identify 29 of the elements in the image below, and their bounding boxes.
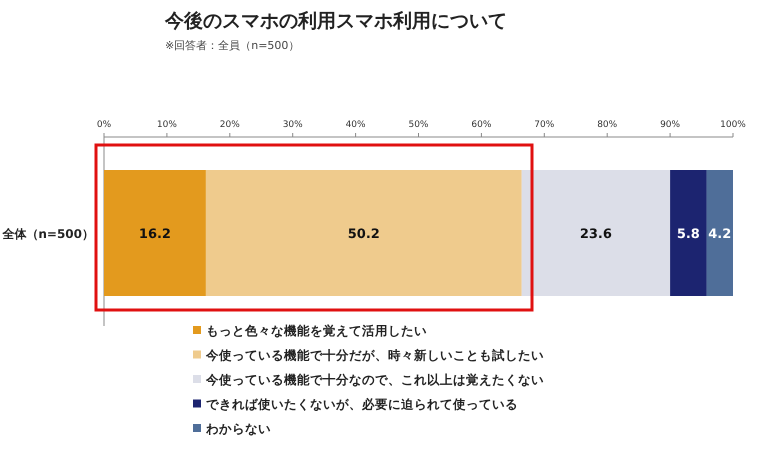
legend-label: わからない [205,421,271,436]
legend-label: 今使っている機能で十分だが、時々新しいことも試したい [205,348,544,362]
bar [706,170,733,296]
data-label: 4.2 [708,227,732,242]
x-tick-label: 70% [534,120,555,130]
x-tick-label: 10% [156,120,178,130]
bar [522,170,670,296]
y-tick-label: 全体（n=500） [1,227,94,241]
chart-title: 今後のスマホの利用スマホ利用について [164,10,507,32]
x-tick-label: 100% [720,120,746,130]
x-tick-label: 20% [220,120,240,130]
legend-label: もっと色々な機能を覚えて活用したい [206,323,427,338]
legend-label: 今使っている機能で十分なので、これ以上は覚えたくない [205,372,544,387]
data-label: 5.8 [676,227,700,242]
bar [670,170,707,296]
x-tick-label: 60% [471,120,492,130]
data-label: 23.6 [580,227,612,242]
x-tick-label: 30% [282,120,304,130]
x-tick-label: 40% [346,120,366,130]
x-tick-label: 0% [96,120,112,130]
data-label: 50.2 [348,227,380,242]
x-tick-label: 90% [660,120,681,130]
x-tick-label: 80% [597,120,618,130]
bar [104,170,206,296]
x-tick-label: 50% [408,120,429,130]
bar [206,170,522,296]
data-label: 16.2 [138,227,171,242]
chart-subtitle: ※回答者：全員（n=500） [165,39,300,52]
legend-label: できれば使いたくないが、必要に迫られて使っている [206,396,518,412]
